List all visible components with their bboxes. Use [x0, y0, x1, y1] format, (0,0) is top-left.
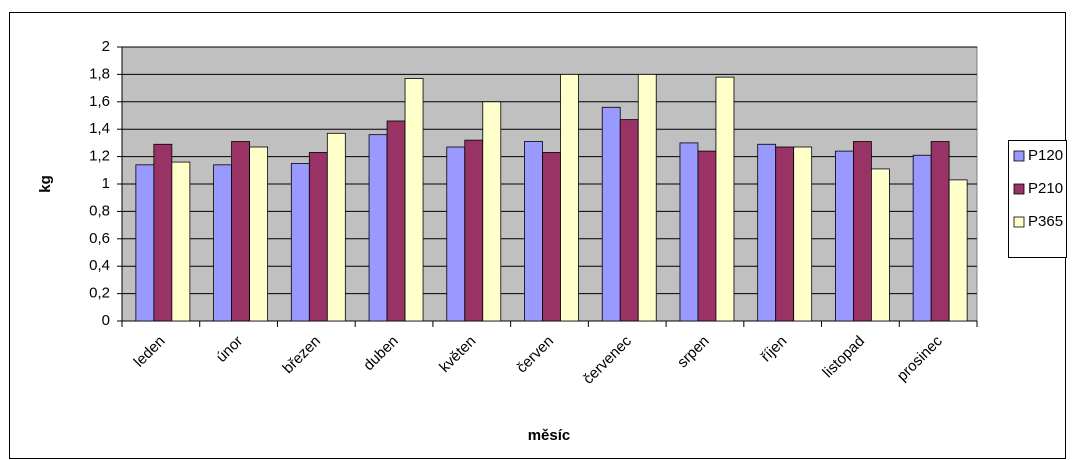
bar — [213, 164, 232, 322]
bar — [853, 141, 872, 322]
legend-swatch — [1013, 183, 1025, 195]
bar — [775, 146, 795, 322]
bar — [912, 154, 932, 322]
y-tick-label: 2 — [102, 38, 110, 55]
bar — [619, 119, 639, 322]
y-tick-label: 0,2 — [89, 285, 110, 302]
bar — [542, 152, 561, 322]
bar — [871, 168, 890, 322]
bar — [171, 161, 191, 322]
legend-label: P365 — [1028, 213, 1063, 230]
bar — [679, 142, 699, 322]
bar — [835, 150, 854, 322]
y-axis-title: kg — [37, 175, 54, 193]
bar — [637, 74, 657, 322]
bar — [446, 146, 466, 322]
bar — [135, 164, 155, 322]
bar — [757, 143, 777, 322]
bar — [231, 141, 250, 322]
legend-swatch — [1013, 150, 1025, 162]
bar — [368, 134, 388, 322]
bar — [715, 76, 735, 322]
bar — [560, 74, 579, 322]
y-tick-label: 0,6 — [89, 230, 110, 247]
y-tick-label: 1,6 — [89, 93, 110, 110]
y-tick-label: 0 — [102, 312, 110, 329]
bar — [308, 152, 328, 322]
bar — [930, 141, 950, 322]
y-tick-label: 1,2 — [89, 148, 110, 165]
bar — [464, 139, 484, 322]
bar — [153, 143, 173, 322]
bar — [404, 78, 424, 322]
bar — [326, 132, 346, 322]
y-tick-label: 1,4 — [89, 120, 110, 137]
bar — [482, 101, 502, 322]
y-tick-label: 1,8 — [89, 65, 110, 82]
legend-label: P120 — [1028, 147, 1063, 164]
legend-swatch — [1013, 216, 1025, 228]
bar — [386, 120, 406, 322]
y-tick-label: 1 — [102, 175, 110, 192]
y-tick-label: 0,4 — [89, 257, 110, 274]
bar — [290, 163, 310, 322]
bar — [601, 106, 621, 322]
bar — [524, 141, 543, 322]
bar — [249, 146, 268, 322]
bar — [948, 179, 968, 322]
y-tick-label: 0,8 — [89, 202, 110, 219]
legend-label: P210 — [1028, 180, 1063, 197]
x-axis-title: měsíc — [528, 427, 571, 444]
bar — [697, 150, 717, 322]
bar — [793, 146, 813, 322]
